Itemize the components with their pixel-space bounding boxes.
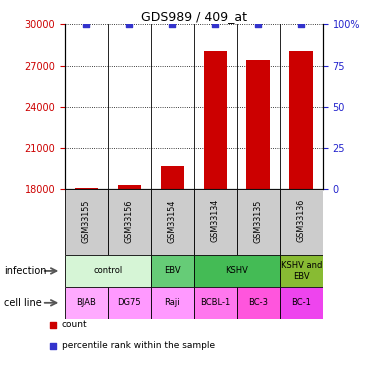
Point: [127, 21, 132, 27]
Bar: [151, 255, 194, 287]
Bar: [280, 287, 323, 319]
Bar: [194, 189, 237, 255]
Text: GSM33156: GSM33156: [125, 199, 134, 243]
Point: [50, 322, 56, 328]
Bar: [161, 166, 184, 375]
Point: [298, 21, 304, 27]
Text: percentile rank within the sample: percentile rank within the sample: [62, 341, 215, 350]
Text: BJAB: BJAB: [76, 298, 96, 307]
Bar: [118, 184, 141, 375]
Text: BC-3: BC-3: [248, 298, 268, 307]
Text: count: count: [62, 320, 87, 329]
Bar: [204, 51, 227, 375]
Text: infection: infection: [4, 266, 46, 276]
Bar: [280, 255, 323, 287]
Bar: [246, 60, 270, 375]
Bar: [75, 188, 98, 375]
Text: DG75: DG75: [118, 298, 141, 307]
Bar: [65, 287, 108, 319]
Point: [83, 21, 89, 27]
Bar: [108, 189, 151, 255]
Text: GSM33136: GSM33136: [297, 199, 306, 243]
Bar: [280, 189, 323, 255]
Bar: [237, 189, 280, 255]
Title: GDS989 / 409_at: GDS989 / 409_at: [141, 10, 247, 23]
Bar: [237, 287, 280, 319]
Text: GSM33135: GSM33135: [254, 199, 263, 243]
Text: cell line: cell line: [4, 298, 42, 308]
Point: [212, 21, 218, 27]
Bar: [65, 255, 151, 287]
Text: EBV: EBV: [164, 266, 181, 275]
Point: [255, 21, 261, 27]
Text: GSM33134: GSM33134: [211, 199, 220, 243]
Bar: [151, 189, 194, 255]
Point: [170, 21, 175, 27]
Text: BCBL-1: BCBL-1: [200, 298, 230, 307]
Text: control: control: [93, 266, 122, 275]
Text: GSM33154: GSM33154: [168, 199, 177, 243]
Bar: [289, 51, 313, 375]
Bar: [194, 255, 280, 287]
Text: KSHV: KSHV: [226, 266, 248, 275]
Bar: [151, 287, 194, 319]
Bar: [108, 287, 151, 319]
Text: GSM33155: GSM33155: [82, 199, 91, 243]
Bar: [65, 189, 108, 255]
Bar: [194, 287, 237, 319]
Text: Raji: Raji: [165, 298, 180, 307]
Text: KSHV and
EBV: KSHV and EBV: [280, 261, 322, 280]
Text: BC-1: BC-1: [291, 298, 311, 307]
Point: [50, 343, 56, 349]
